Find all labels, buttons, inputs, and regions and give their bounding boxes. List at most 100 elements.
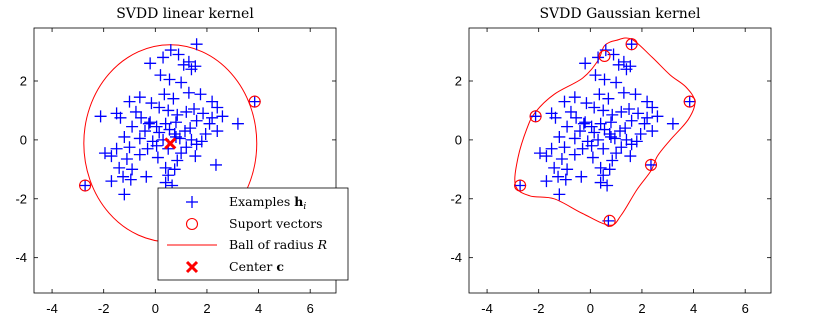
example-point [175,147,188,160]
example-point [248,95,261,108]
example-point [592,51,605,64]
example-point [171,108,184,121]
ticks-gaussian: -4 -2 0 2 4 6 2 0 -2 -4 [450,28,771,316]
example-point [120,153,133,166]
example-point [615,105,628,118]
legend-support-label: Suport vectors [229,216,323,231]
x-tick-label-linear: 0 [152,301,159,316]
y-tick-label-gaussian: -2 [450,191,462,206]
example-point [197,107,210,120]
support-vector-point [603,214,616,227]
example-point [150,120,163,133]
ticks-linear: -4 -2 0 2 4 6 2 0 -2 -4 [15,28,336,316]
example-point [126,163,139,176]
y-tick-label-linear: 0 [20,132,27,147]
boundary-curve [514,37,696,226]
example-point [151,151,164,164]
example-point [629,88,642,101]
example-point [98,147,111,160]
example-point [206,111,219,124]
example-point [94,110,107,123]
example-point [602,92,615,105]
example-point [552,170,565,183]
example-point [159,176,172,189]
x-tick-label-linear: -2 [98,301,110,316]
example-point [114,111,127,124]
example-point [145,97,158,110]
plot-area-gaussian [514,37,696,227]
example-point [630,135,643,148]
example-point [548,161,561,174]
example-point [154,69,167,82]
x-tick-label-linear: 4 [255,301,262,316]
x-tick-label-gaussian: -2 [533,301,545,316]
example-point [133,148,146,161]
example-point [624,60,637,73]
example-point [624,150,637,163]
x-tick-label-gaussian: 6 [742,301,749,316]
example-point [533,147,546,160]
example-point [169,116,182,129]
example-point [195,135,208,148]
legend: Examples hi Suport vectors Ball of radiu… [157,187,349,281]
example-point [118,188,131,201]
x-tick-label-linear: 2 [203,301,210,316]
example-point [558,141,571,154]
example-point [124,173,137,186]
x-tick-label-gaussian: -4 [481,301,493,316]
support-vector-point [248,95,261,108]
example-point [209,158,222,171]
example-point [133,132,146,145]
example-point [123,95,136,108]
legend-examples-label: Examples hi [229,194,306,212]
example-point [177,58,190,71]
example-point [594,176,607,189]
example-point [606,154,619,167]
example-point [666,117,679,130]
x-tick-label-gaussian: 2 [638,301,645,316]
example-point [604,130,617,143]
example-point [126,120,139,133]
example-point [199,128,212,140]
example-point [586,151,599,164]
example-point [159,161,172,174]
example-point [601,179,614,192]
axes-box-gaussian [468,27,772,294]
legend-center-label: Center c [229,259,284,274]
example-point [549,111,562,124]
example-point [157,51,170,64]
example-point [153,101,166,114]
example-point [617,86,630,99]
support-vector-point [683,95,696,108]
y-tick-label-linear: -2 [15,191,27,206]
example-point [558,95,571,108]
example-point [182,55,195,68]
example-point [603,163,616,176]
example-point [553,130,566,143]
example-point [580,97,593,110]
example-point [564,105,577,118]
example-point [634,128,647,140]
example-point [604,116,617,129]
y-tick-label-gaussian: 0 [455,132,462,147]
chart-title-linear: SVDD linear kernel [116,6,254,22]
example-point [105,150,118,163]
example-point [568,132,581,145]
plot-area-linear [79,38,261,243]
example-point [579,57,592,70]
example-point [585,139,598,152]
example-point [79,179,92,192]
legend-ball-label: Ball of radius R [229,237,327,252]
support-vector-point [529,110,542,123]
example-point [211,125,224,138]
x-tick-label-linear: -4 [46,301,58,316]
example-point [113,161,126,174]
example-point [651,110,664,123]
support-vector-point [598,49,611,63]
example-point [135,111,148,124]
example-point [617,55,630,68]
x-tick-label-gaussian: 0 [587,301,594,316]
example-point [514,179,527,192]
example-point [117,170,130,183]
